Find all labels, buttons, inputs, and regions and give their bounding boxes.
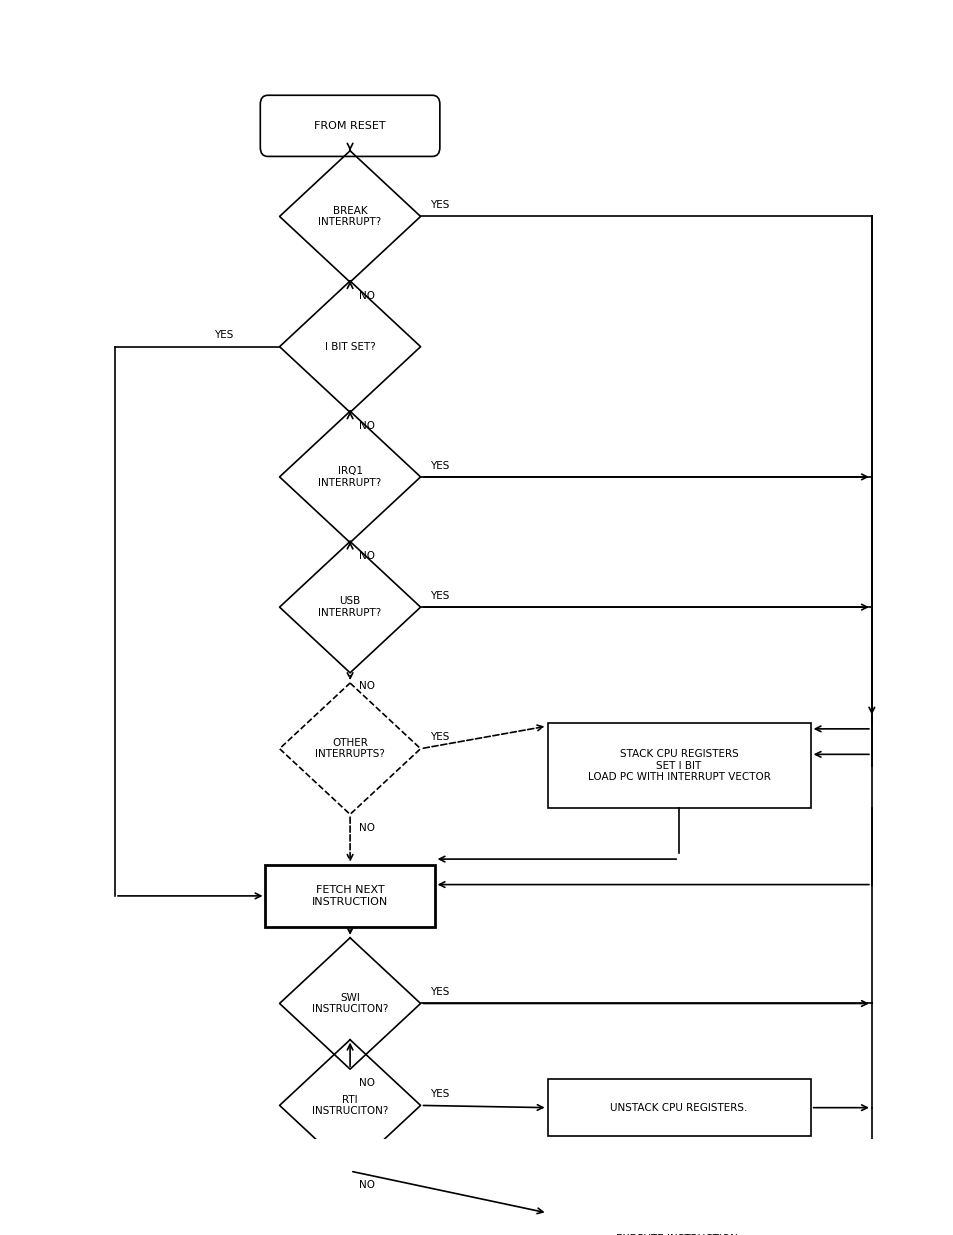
FancyBboxPatch shape xyxy=(260,95,439,157)
Text: SWI
INSTRUCITON?: SWI INSTRUCITON? xyxy=(312,993,388,1014)
FancyBboxPatch shape xyxy=(547,1079,810,1136)
Polygon shape xyxy=(279,683,420,814)
Text: NO: NO xyxy=(359,823,375,832)
Text: YES: YES xyxy=(430,200,449,210)
Text: STACK CPU REGISTERS
SET I BIT
LOAD PC WITH INTERRUPT VECTOR: STACK CPU REGISTERS SET I BIT LOAD PC WI… xyxy=(587,750,770,782)
Text: NO: NO xyxy=(359,1078,375,1088)
Text: IRQ1
INTERRUPT?: IRQ1 INTERRUPT? xyxy=(318,466,381,488)
Text: YES: YES xyxy=(430,987,449,997)
Polygon shape xyxy=(279,411,420,542)
Text: NO: NO xyxy=(359,1179,375,1189)
Text: I BIT SET?: I BIT SET? xyxy=(324,342,375,352)
Text: NO: NO xyxy=(359,421,375,431)
FancyBboxPatch shape xyxy=(547,724,810,808)
Text: NO: NO xyxy=(359,682,375,692)
Text: YES: YES xyxy=(430,590,449,600)
Text: YES: YES xyxy=(430,461,449,471)
Text: NO: NO xyxy=(359,290,375,300)
Text: UNSTACK CPU REGISTERS.: UNSTACK CPU REGISTERS. xyxy=(610,1103,747,1113)
Text: YES: YES xyxy=(213,330,233,341)
Text: USB
INTERRUPT?: USB INTERRUPT? xyxy=(318,597,381,618)
Polygon shape xyxy=(279,541,420,673)
Text: YES: YES xyxy=(430,732,449,742)
FancyBboxPatch shape xyxy=(265,864,435,927)
Text: OTHER
INTERRUPTS?: OTHER INTERRUPTS? xyxy=(314,737,385,760)
Text: NO: NO xyxy=(359,551,375,561)
Text: BREAK
INTERRUPT?: BREAK INTERRUPT? xyxy=(318,206,381,227)
Text: FROM RESET: FROM RESET xyxy=(314,121,386,131)
Polygon shape xyxy=(279,282,420,412)
Polygon shape xyxy=(279,151,420,282)
FancyBboxPatch shape xyxy=(547,1210,810,1235)
Text: FETCH NEXT
INSTRUCTION: FETCH NEXT INSTRUCTION xyxy=(312,885,388,906)
Polygon shape xyxy=(279,1040,420,1171)
Text: RTI
INSTRUCITON?: RTI INSTRUCITON? xyxy=(312,1094,388,1116)
Text: YES: YES xyxy=(430,1089,449,1099)
Polygon shape xyxy=(279,937,420,1070)
